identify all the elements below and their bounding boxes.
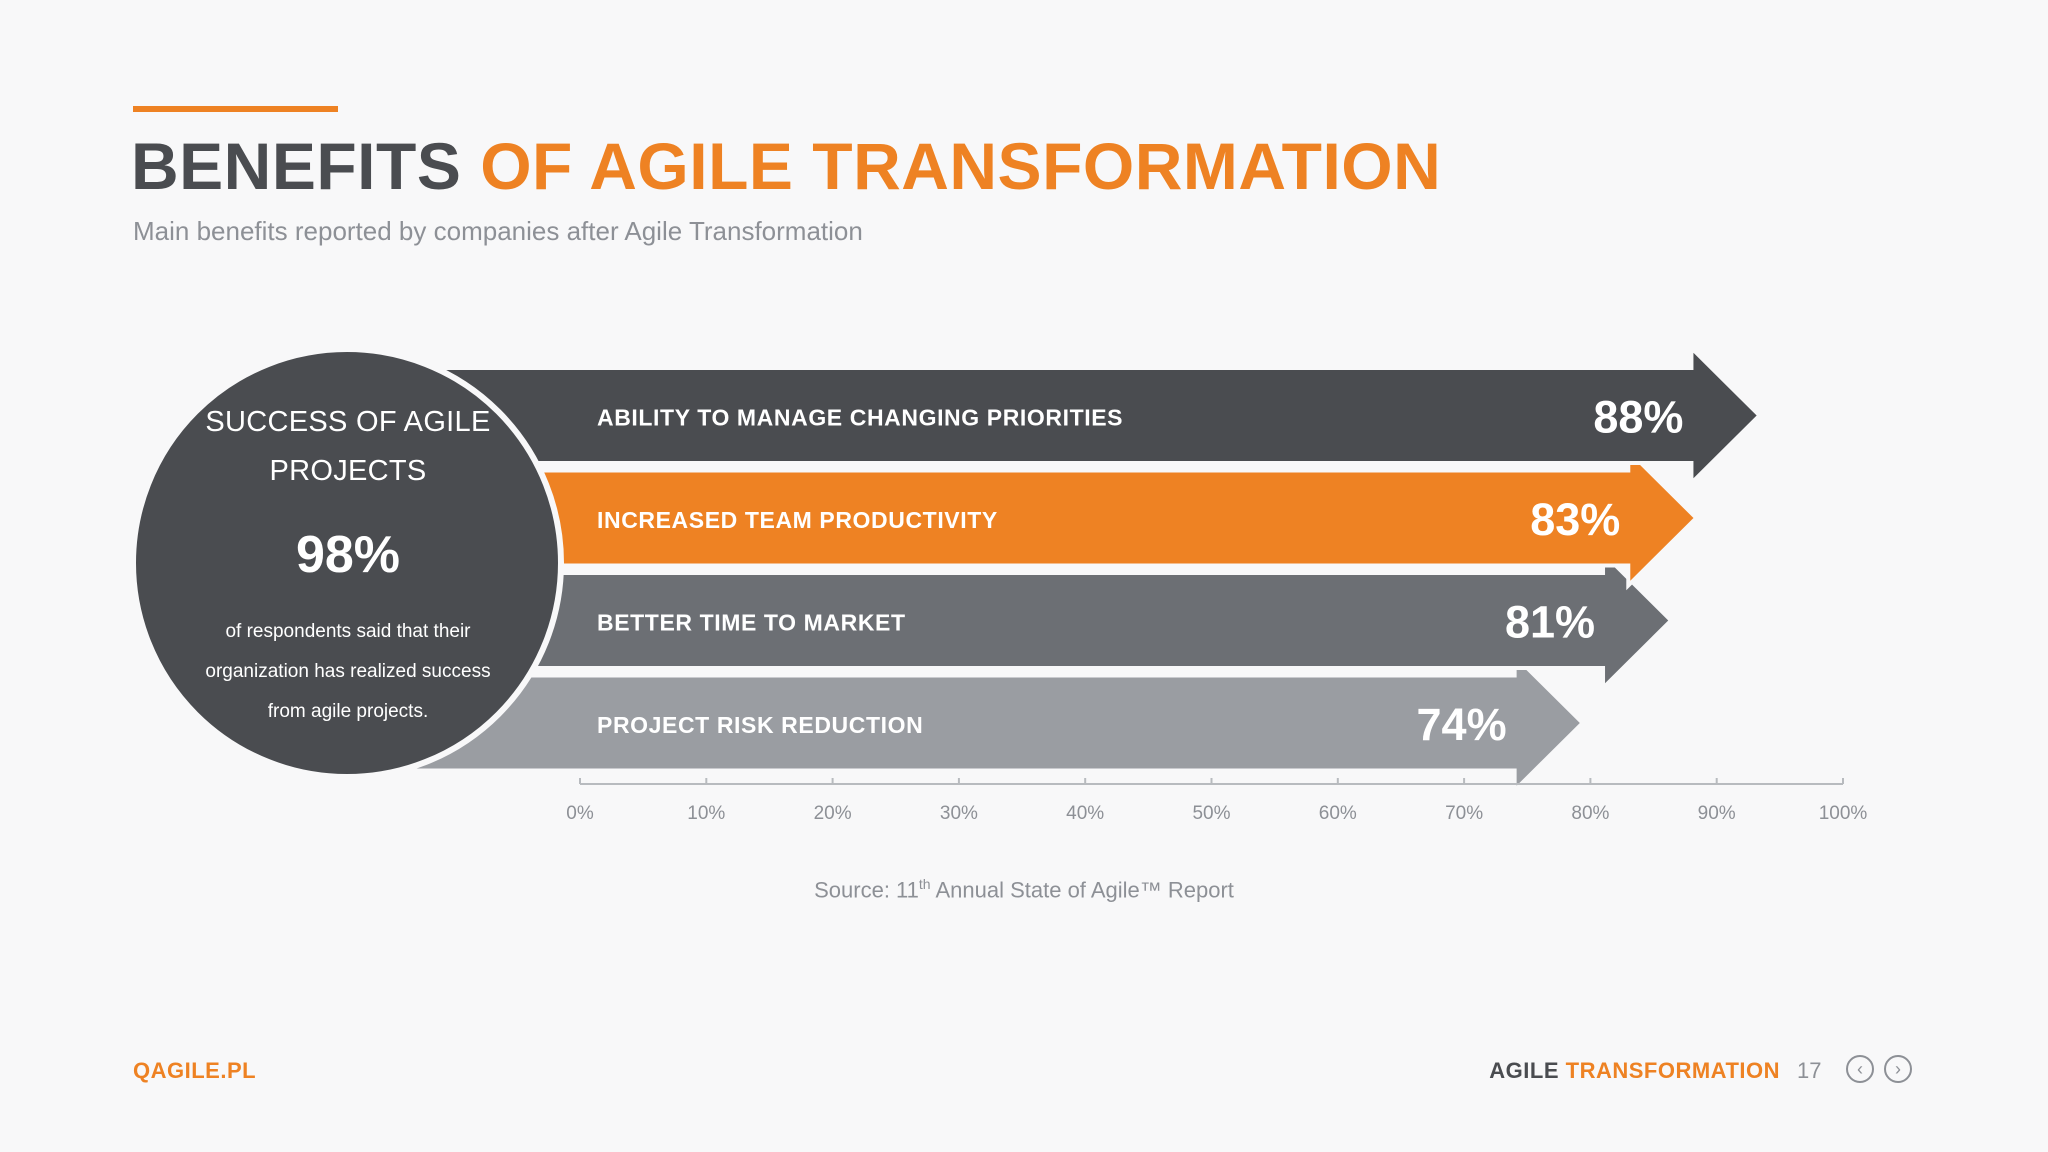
x-tick-label: 60%: [1319, 803, 1357, 824]
source-sup: th: [918, 876, 931, 892]
next-page-button[interactable]: ›: [1884, 1055, 1912, 1083]
circle-value: 98%: [295, 526, 401, 584]
footer-section-title: AGILE TRANSFORMATION: [1489, 1058, 1780, 1084]
page-title: BENEFITS OF AGILE TRANSFORMATION: [131, 128, 1441, 204]
page-number: 17: [1797, 1058, 1822, 1083]
title-accent-line: [133, 106, 338, 112]
chevron-right-icon: ›: [1895, 1059, 1901, 1079]
source-note: Source: 11th Annual State of Agile™ Repo…: [0, 876, 2048, 903]
x-tick-label: 70%: [1445, 803, 1483, 824]
prev-page-button[interactable]: ‹: [1846, 1055, 1874, 1083]
x-tick-label: 30%: [940, 803, 978, 824]
footer-brand[interactable]: QAGILE.PL: [133, 1058, 257, 1083]
bar-category-label: INCREASED TEAM PRODUCTIVITY: [597, 507, 998, 533]
bar-category-label: PROJECT RISK REDUCTION: [597, 712, 923, 738]
footer-section-orange: TRANSFORMATION: [1559, 1058, 1780, 1083]
bar-category-label: ABILITY TO MANAGE CHANGING PRIORITIES: [597, 405, 1123, 431]
circle-title: SUCCESS OF AGILE PROJECTS: [205, 406, 491, 487]
bar-arrow: [398, 548, 1674, 693]
footer-section-dark: AGILE: [1489, 1058, 1560, 1083]
title-part-orange: OF AGILE TRANSFORMATION: [480, 129, 1442, 203]
bar-value-label: 81%: [1505, 597, 1595, 648]
bar-value-label: 74%: [1417, 699, 1507, 750]
page-subtitle: Main benefits reported by companies afte…: [133, 216, 863, 246]
x-tick-label: 10%: [687, 803, 725, 824]
x-tick-label: 50%: [1192, 803, 1230, 824]
title-part-dark: BENEFITS: [131, 129, 462, 203]
bar-arrow: [398, 650, 1586, 796]
bar-value-label: 83%: [1530, 494, 1620, 545]
bar-value-label: 88%: [1593, 392, 1683, 443]
x-tick-label: 20%: [814, 803, 852, 824]
bar-category-label: BETTER TIME TO MARKET: [597, 610, 906, 636]
bar-arrow: [398, 445, 1700, 591]
circle-description: of respondents said that their organizat…: [205, 621, 491, 722]
x-tick-label: 100%: [1819, 803, 1868, 824]
x-tick-label: 40%: [1066, 803, 1104, 824]
success-circle: [130, 346, 564, 780]
chevron-left-icon: ‹: [1857, 1059, 1863, 1079]
x-tick-label: 90%: [1698, 803, 1736, 824]
x-tick-label: 80%: [1571, 803, 1609, 824]
source-prefix: Source: 11: [814, 877, 919, 903]
x-tick-label: 0%: [566, 803, 594, 824]
source-suffix: Annual State of Agile™ Report: [930, 877, 1234, 903]
bar-arrow: [398, 343, 1763, 488]
